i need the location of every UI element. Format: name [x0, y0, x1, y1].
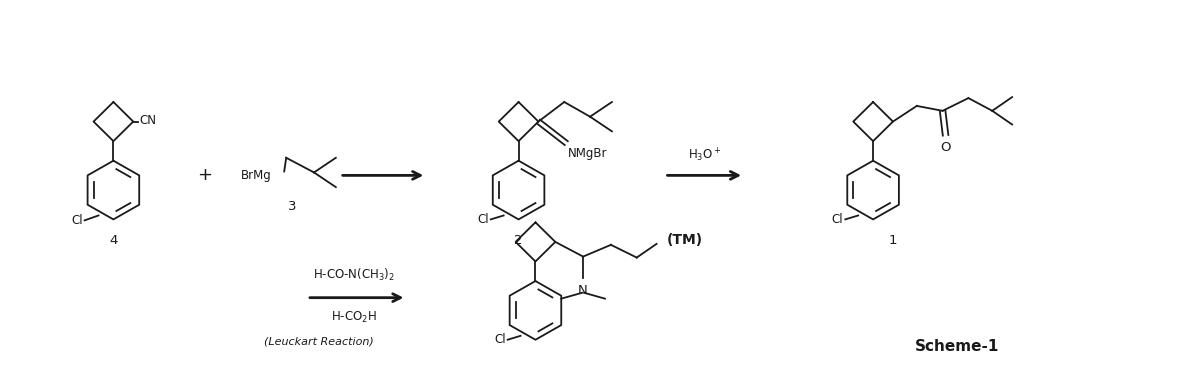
Text: N: N [578, 284, 588, 297]
Text: H-CO-N(CH$_3$)$_2$: H-CO-N(CH$_3$)$_2$ [313, 267, 395, 283]
Text: Scheme-1: Scheme-1 [916, 339, 1000, 354]
Text: BrMg: BrMg [240, 169, 271, 182]
Text: +: + [197, 166, 212, 184]
Text: H$_3$O$^+$: H$_3$O$^+$ [688, 146, 721, 164]
Text: H-CO$_2$H: H-CO$_2$H [331, 310, 377, 325]
Text: (TM): (TM) [666, 233, 703, 247]
Text: 2: 2 [515, 234, 523, 247]
Text: CN: CN [139, 114, 156, 127]
Text: Cl: Cl [832, 213, 844, 226]
Text: NMgBr: NMgBr [569, 147, 607, 160]
Text: 3: 3 [288, 200, 296, 213]
Text: Cl: Cl [478, 213, 488, 226]
Text: O: O [941, 141, 950, 154]
Text: 1: 1 [889, 234, 898, 247]
Text: 4: 4 [109, 234, 118, 247]
Text: Cl: Cl [494, 333, 505, 346]
Text: (Leuckart Reaction): (Leuckart Reaction) [264, 337, 374, 347]
Text: Cl: Cl [71, 214, 83, 227]
